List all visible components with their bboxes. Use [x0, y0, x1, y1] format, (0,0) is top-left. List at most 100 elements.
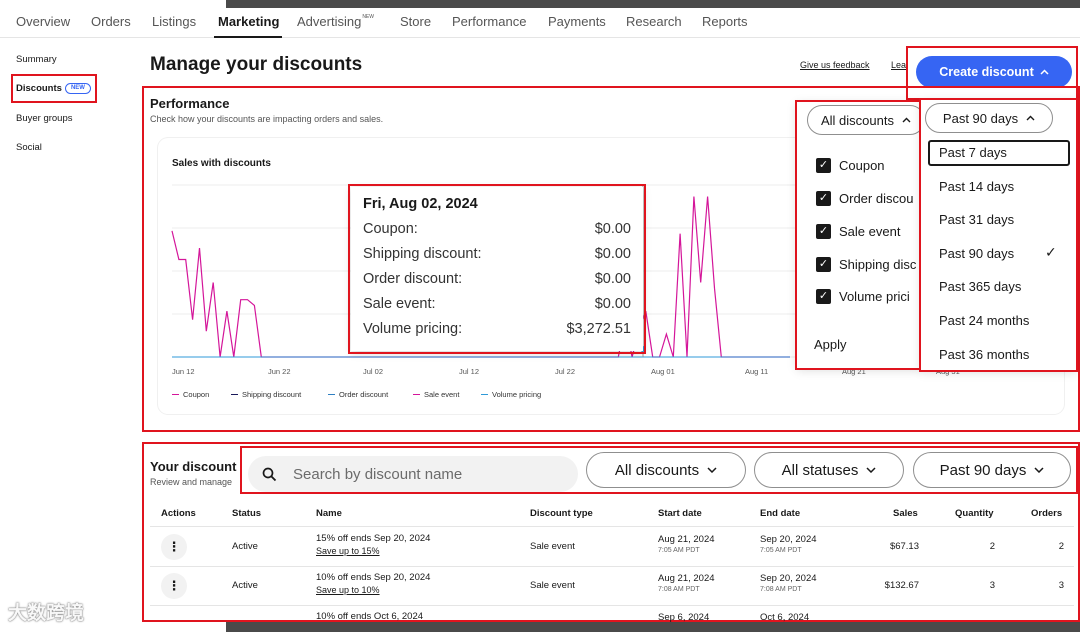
- tab-research[interactable]: Research: [626, 14, 682, 29]
- row-sales: $67.13: [889, 541, 919, 552]
- column-header-quantity[interactable]: Quantity: [955, 508, 994, 519]
- chart-tooltip: Fri, Aug 02, 2024 Coupon: $0.00 Shipping …: [351, 187, 643, 351]
- legend-coupon[interactable]: Coupon: [172, 390, 209, 399]
- tab-orders[interactable]: Orders: [91, 14, 131, 29]
- feedback-link[interactable]: Give us feedback: [800, 60, 870, 70]
- legend-order-discount[interactable]: Order discount: [328, 390, 388, 399]
- discounts-section-title: Your discount: [150, 459, 237, 474]
- option-past-365-days[interactable]: Past 365 days: [939, 279, 1022, 294]
- tab-listings[interactable]: Listings: [152, 14, 197, 29]
- column-header-start-date[interactable]: Start date: [658, 508, 702, 519]
- chevron-up-icon: [1026, 115, 1035, 121]
- filter-all-statuses-label: All statuses: [781, 461, 859, 479]
- row-start-date: Aug 21, 2024 7:08 AM PDT: [658, 573, 715, 593]
- row-name-link[interactable]: Save up to 10%: [316, 585, 380, 595]
- apply-button[interactable]: Apply: [814, 337, 847, 352]
- option-past-36-months[interactable]: Past 36 months: [939, 347, 1030, 362]
- row-actions-menu[interactable]: ⋮: [161, 573, 187, 599]
- x-tick-label: Aug 01: [651, 367, 675, 376]
- chevron-up-icon: [1040, 69, 1049, 75]
- tab-performance[interactable]: Performance: [452, 14, 527, 29]
- row-end-date: Sep 20, 2024 7:08 AM PDT: [760, 573, 817, 593]
- tab-advertising[interactable]: AdvertisingNEW: [297, 14, 374, 29]
- tab-reports[interactable]: Reports: [702, 14, 748, 29]
- checkbox-coupon[interactable]: ✓ Coupon: [816, 158, 885, 173]
- row-end-time: 7:08 AM PDT: [760, 586, 802, 593]
- tab-marketing[interactable]: Marketing: [218, 14, 280, 29]
- x-tick-label: Jun 12: [172, 367, 195, 376]
- sidebar-item-social[interactable]: Social: [16, 142, 42, 153]
- tab-payments[interactable]: Payments: [548, 14, 606, 29]
- tab-store[interactable]: Store: [400, 14, 432, 29]
- row-name-text: 10% off ends Sep 20, 2024: [316, 572, 431, 583]
- check-icon: ✓: [816, 191, 831, 206]
- legend-shipping-discount[interactable]: Shipping discount: [231, 390, 301, 399]
- row-actions-menu[interactable]: ⋮: [161, 534, 187, 560]
- option-past-7-days[interactable]: Past 7 days: [939, 145, 1007, 160]
- row-quantity: 2: [989, 541, 995, 552]
- row-status: Active: [232, 541, 258, 552]
- row-orders: 2: [1058, 541, 1064, 552]
- checkbox-label: Order discou: [839, 191, 914, 206]
- option-past-31-days[interactable]: Past 31 days: [939, 212, 1015, 227]
- row-orders: 3: [1058, 580, 1064, 591]
- column-header-sales[interactable]: Sales: [893, 508, 918, 519]
- column-header-end-date[interactable]: End date: [760, 508, 801, 519]
- tooltip-row: Coupon: $0.00: [363, 221, 631, 237]
- legend-label: Sale event: [424, 390, 460, 399]
- discount-search[interactable]: [248, 456, 578, 492]
- tab-overview[interactable]: Overview: [16, 14, 71, 29]
- legend-swatch: [481, 393, 488, 396]
- checkbox-order-discount[interactable]: ✓ Order discou: [816, 191, 913, 206]
- filter-all-statuses[interactable]: All statuses: [754, 452, 904, 488]
- option-past-24-months[interactable]: Past 24 months: [939, 313, 1030, 328]
- sidebar-item-discounts[interactable]: Discounts NEW: [16, 83, 91, 94]
- column-header-orders[interactable]: Orders: [1031, 508, 1063, 519]
- checkbox-sale-event[interactable]: ✓ Sale event: [816, 224, 900, 239]
- option-past-14-days[interactable]: Past 14 days: [939, 179, 1015, 194]
- checkbox-label: Shipping disc: [839, 257, 917, 272]
- row-name-text: 15% off ends Sep 20, 2024: [316, 533, 431, 544]
- legend-label: Order discount: [339, 390, 389, 399]
- checkbox-volume-pricing[interactable]: ✓ Volume prici: [816, 289, 910, 304]
- date-range-filter[interactable]: Past 90 days: [925, 103, 1053, 133]
- chevron-down-icon: [1034, 467, 1044, 473]
- top-navigation: Overview Orders Listings Marketing Adver…: [0, 8, 1080, 38]
- tooltip-row: Volume pricing: $3,272.51: [363, 321, 631, 337]
- column-header-name[interactable]: Name: [316, 508, 342, 519]
- tooltip-value: $0.00: [594, 296, 631, 312]
- page-title: Manage your discounts: [150, 54, 363, 75]
- create-discount-button[interactable]: Create discount: [916, 56, 1072, 88]
- create-discount-label: Create discount: [939, 65, 1034, 79]
- column-header-discount-type[interactable]: Discount type: [530, 508, 593, 519]
- sidebar-item-summary[interactable]: Summary: [16, 54, 57, 65]
- row-divider: [150, 566, 1074, 567]
- legend-swatch: [413, 393, 420, 396]
- row-name-link[interactable]: Save up to 15%: [316, 546, 380, 556]
- top-dark-band: [226, 0, 1080, 8]
- sidebar-item-buyer-groups[interactable]: Buyer groups: [16, 113, 73, 124]
- new-badge: NEW: [64, 83, 91, 94]
- filter-all-discounts-label: All discounts: [614, 461, 700, 479]
- search-input[interactable]: [293, 465, 553, 483]
- legend-swatch: [172, 393, 179, 396]
- checkbox-shipping-discount[interactable]: ✓ Shipping disc: [816, 257, 916, 272]
- option-past-90-days[interactable]: Past 90 days: [939, 246, 1015, 261]
- performance-title: Performance: [150, 96, 230, 111]
- check-icon: ✓: [816, 158, 831, 173]
- all-discounts-filter[interactable]: All discounts: [807, 105, 925, 135]
- row-start-time: 7:08 AM PDT: [658, 586, 700, 593]
- x-tick-label: Jul 02: [363, 367, 384, 376]
- x-tick-label: Jul 22: [555, 367, 576, 376]
- performance-subtitle: Check how your discounts are impacting o…: [150, 114, 384, 124]
- filter-all-discounts[interactable]: All discounts: [586, 452, 746, 488]
- column-header-actions: Actions: [161, 508, 196, 519]
- column-header-status[interactable]: Status: [232, 508, 262, 519]
- learn-link[interactable]: Lea: [891, 60, 907, 70]
- filter-period[interactable]: Past 90 days: [913, 452, 1071, 488]
- tooltip-value: $0.00: [594, 221, 631, 237]
- legend-volume-pricing[interactable]: Volume pricing: [481, 390, 541, 399]
- tooltip-row: Shipping discount: $0.00: [363, 246, 631, 262]
- legend-sale-event[interactable]: Sale event: [413, 390, 459, 399]
- row-name: 10% off ends Sep 20, 2024 Save up to 10%: [316, 572, 430, 595]
